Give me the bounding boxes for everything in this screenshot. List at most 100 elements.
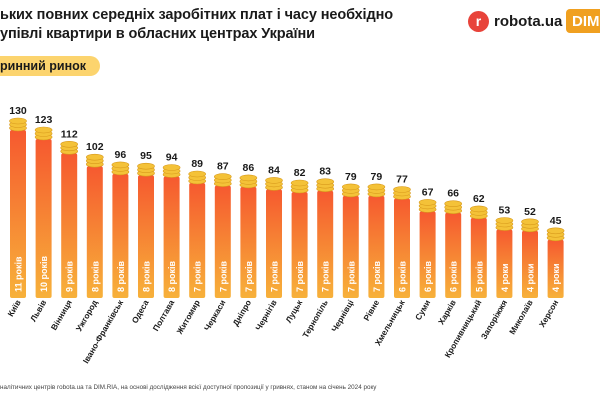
- coin-12-3: [290, 179, 309, 187]
- coin-1-3: [9, 117, 27, 125]
- value-label-10: 86: [243, 162, 255, 174]
- bar-16: [394, 198, 410, 298]
- value-label-17: 67: [422, 186, 434, 198]
- bar-20: [496, 229, 513, 298]
- years-label-12: 7 років: [295, 260, 305, 292]
- value-label-11: 84: [268, 164, 280, 176]
- years-label-10: 7 років: [244, 260, 254, 292]
- coin-14-3: [341, 183, 360, 191]
- chart-title-line-1: ьких повних середніх заробітних плат і ч…: [0, 7, 393, 23]
- years-label-9: 7 років: [218, 260, 228, 292]
- value-label-3: 112: [61, 128, 78, 140]
- coin-21-3: [521, 218, 539, 226]
- coin-16-3: [393, 186, 411, 193]
- category-label-21: Миколаїв: [507, 298, 535, 336]
- coin-9-3: [214, 173, 232, 180]
- category-label-4: Ужгород: [74, 297, 100, 333]
- category-label-11: Чернігів: [253, 298, 279, 332]
- value-label-5: 96: [115, 149, 127, 161]
- category-label-14: Чернівці: [329, 298, 355, 334]
- value-label-16: 77: [396, 174, 408, 186]
- category-label-7: Полтава: [150, 298, 176, 333]
- bar-2: [35, 139, 52, 298]
- category-label-22: Херсон: [537, 298, 561, 329]
- bar-3: [61, 153, 78, 298]
- years-label-14: 7 років: [346, 260, 356, 292]
- years-label-1: 11 років: [14, 256, 24, 292]
- market-type-pill: ринний ринок: [0, 56, 100, 76]
- value-label-22: 45: [550, 215, 562, 227]
- years-label-22: 4 роки: [551, 263, 561, 292]
- category-label-6: Одеса: [129, 298, 151, 325]
- value-label-14: 79: [345, 171, 357, 183]
- bar-7: [163, 176, 180, 298]
- bar-5: [112, 173, 129, 298]
- years-label-15: 7 років: [372, 260, 382, 292]
- category-label-17: Суми: [413, 298, 433, 322]
- coin-7-3: [162, 164, 181, 171]
- coin-10-3: [239, 174, 258, 182]
- bar-8: [189, 183, 206, 298]
- coin-15-3: [367, 183, 386, 191]
- years-label-5: 8 років: [116, 260, 126, 292]
- category-label-8: Житомир: [174, 298, 202, 337]
- value-label-21: 52: [524, 206, 536, 218]
- bar-10: [240, 186, 257, 298]
- value-label-18: 66: [447, 188, 459, 200]
- bar-22: [547, 239, 564, 298]
- coin-2-3: [34, 126, 53, 134]
- value-label-19: 62: [473, 193, 485, 205]
- coin-19-3: [469, 205, 488, 213]
- years-label-18: 6 років: [449, 260, 459, 292]
- robota-logo-text: robota.ua: [494, 12, 563, 30]
- bar-18: [445, 212, 462, 298]
- coin-17-3: [418, 199, 437, 206]
- years-label-11: 7 років: [270, 260, 280, 292]
- coin-8-3: [188, 170, 206, 178]
- bar-19: [470, 217, 487, 298]
- category-label-10: Дніпро: [230, 298, 253, 328]
- category-label-18: Харків: [436, 298, 458, 326]
- value-label-4: 102: [86, 141, 104, 153]
- value-label-8: 89: [191, 158, 203, 170]
- dim-logo: DIM: [566, 9, 600, 33]
- value-label-2: 123: [35, 114, 53, 126]
- bar-15: [368, 195, 385, 298]
- years-label-8: 7 років: [193, 260, 203, 292]
- years-label-20: 4 роки: [500, 263, 510, 292]
- bar-1: [10, 130, 26, 298]
- years-label-4: 8 років: [90, 260, 100, 292]
- category-label-3: Вінниця: [49, 298, 74, 332]
- category-label-1: Київ: [5, 298, 22, 318]
- coin-18-3: [444, 200, 463, 207]
- bar-14: [342, 195, 359, 298]
- coin-5-3: [111, 161, 130, 169]
- value-label-7: 94: [166, 152, 178, 164]
- chart-title-line-2: упівлі квартири в обласних центрах Украї…: [0, 26, 315, 42]
- years-label-21: 4 роки: [526, 263, 536, 292]
- coin-20-3: [495, 217, 514, 224]
- value-label-13: 83: [319, 166, 331, 178]
- years-label-19: 5 років: [474, 260, 484, 292]
- bar-11: [266, 189, 282, 298]
- robota-logo-mark: r: [468, 10, 489, 32]
- coin-22-3: [546, 227, 565, 235]
- years-label-7: 8 років: [167, 260, 177, 292]
- coin-11-3: [265, 177, 283, 184]
- value-label-1: 130: [9, 105, 27, 117]
- coin-3-3: [60, 141, 78, 148]
- category-label-20: Запоріжжя: [479, 298, 510, 341]
- bar-4: [86, 166, 103, 298]
- chart-title: ьких повних середніх заробітних плат і ч…: [0, 6, 430, 44]
- years-label-13: 7 років: [321, 260, 331, 292]
- coin-13-3: [316, 178, 335, 185]
- bar-13: [317, 190, 334, 298]
- category-label-9: Черкаси: [202, 298, 228, 332]
- bar-9: [214, 185, 231, 298]
- value-label-12: 82: [294, 167, 306, 179]
- category-label-12: Луцьк: [283, 297, 304, 324]
- category-label-15: Рівне: [361, 298, 381, 323]
- bar-12: [291, 192, 308, 298]
- years-label-3: 9 років: [65, 260, 75, 292]
